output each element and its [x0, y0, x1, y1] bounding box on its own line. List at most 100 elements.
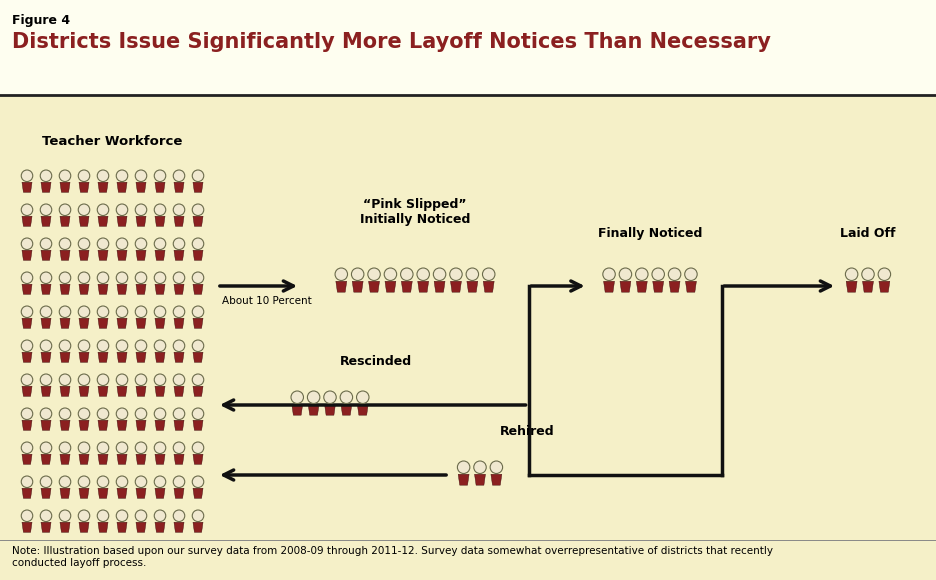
Polygon shape	[98, 454, 108, 465]
Polygon shape	[193, 420, 203, 430]
Circle shape	[79, 510, 90, 521]
Circle shape	[878, 268, 891, 281]
Circle shape	[135, 510, 147, 521]
Polygon shape	[385, 281, 396, 292]
Circle shape	[97, 204, 109, 216]
Polygon shape	[117, 386, 127, 396]
Text: Laid Off: Laid Off	[841, 227, 896, 240]
Circle shape	[154, 442, 166, 454]
Polygon shape	[136, 318, 146, 328]
Polygon shape	[352, 281, 363, 292]
Circle shape	[116, 374, 127, 386]
Polygon shape	[98, 318, 108, 328]
Circle shape	[173, 238, 184, 249]
Circle shape	[135, 374, 147, 386]
Polygon shape	[636, 281, 648, 292]
Circle shape	[192, 510, 204, 521]
Circle shape	[79, 170, 90, 182]
Circle shape	[22, 476, 33, 488]
Circle shape	[135, 340, 147, 351]
Polygon shape	[41, 216, 51, 226]
Polygon shape	[155, 386, 165, 396]
Polygon shape	[41, 352, 51, 362]
Circle shape	[97, 476, 109, 488]
Polygon shape	[155, 420, 165, 430]
Polygon shape	[193, 522, 203, 532]
Polygon shape	[652, 281, 664, 292]
Circle shape	[97, 170, 109, 182]
Circle shape	[59, 374, 71, 386]
Circle shape	[59, 204, 71, 216]
Polygon shape	[22, 352, 32, 362]
Circle shape	[490, 461, 503, 473]
Circle shape	[59, 476, 71, 488]
Circle shape	[59, 340, 71, 351]
Circle shape	[154, 408, 166, 419]
Polygon shape	[98, 352, 108, 362]
Polygon shape	[155, 488, 165, 498]
Polygon shape	[22, 182, 32, 193]
Circle shape	[79, 476, 90, 488]
Polygon shape	[369, 281, 379, 292]
Circle shape	[603, 268, 615, 281]
Circle shape	[192, 170, 204, 182]
Circle shape	[351, 268, 364, 281]
Circle shape	[116, 442, 127, 454]
Polygon shape	[41, 488, 51, 498]
Circle shape	[116, 340, 127, 351]
Circle shape	[340, 391, 353, 404]
Circle shape	[154, 170, 166, 182]
Polygon shape	[22, 488, 32, 498]
Circle shape	[192, 204, 204, 216]
Circle shape	[173, 374, 184, 386]
Circle shape	[22, 238, 33, 249]
Polygon shape	[117, 454, 127, 465]
Circle shape	[22, 272, 33, 284]
Circle shape	[97, 238, 109, 249]
Polygon shape	[155, 250, 165, 260]
Circle shape	[116, 272, 127, 284]
Polygon shape	[22, 284, 32, 294]
Polygon shape	[60, 522, 70, 532]
Circle shape	[116, 204, 127, 216]
Circle shape	[192, 442, 204, 454]
Circle shape	[173, 408, 184, 419]
Text: “Pink Slipped”
Initially Noticed: “Pink Slipped” Initially Noticed	[359, 198, 470, 226]
Polygon shape	[60, 284, 70, 294]
Polygon shape	[22, 216, 32, 226]
Polygon shape	[22, 522, 32, 532]
Polygon shape	[136, 386, 146, 396]
Circle shape	[40, 272, 51, 284]
Circle shape	[862, 268, 874, 281]
Polygon shape	[117, 522, 127, 532]
Circle shape	[192, 306, 204, 317]
Circle shape	[192, 408, 204, 419]
Polygon shape	[98, 284, 108, 294]
Circle shape	[335, 268, 347, 281]
Text: Note: Illustration based upon our survey data from 2008-09 through 2011-12. Surv: Note: Illustration based upon our survey…	[12, 546, 773, 568]
Polygon shape	[308, 404, 319, 415]
Polygon shape	[117, 488, 127, 498]
Polygon shape	[174, 420, 184, 430]
Circle shape	[401, 268, 413, 281]
Circle shape	[192, 340, 204, 351]
Polygon shape	[193, 318, 203, 328]
Polygon shape	[79, 216, 89, 226]
Circle shape	[79, 340, 90, 351]
Circle shape	[40, 238, 51, 249]
Circle shape	[466, 268, 478, 281]
Polygon shape	[117, 284, 127, 294]
Polygon shape	[117, 352, 127, 362]
Polygon shape	[193, 352, 203, 362]
Circle shape	[154, 204, 166, 216]
Polygon shape	[60, 352, 70, 362]
Circle shape	[449, 268, 462, 281]
Polygon shape	[292, 404, 302, 415]
Polygon shape	[79, 284, 89, 294]
Polygon shape	[22, 318, 32, 328]
Polygon shape	[117, 182, 127, 193]
Polygon shape	[174, 182, 184, 193]
Polygon shape	[193, 284, 203, 294]
Circle shape	[40, 374, 51, 386]
Polygon shape	[193, 216, 203, 226]
